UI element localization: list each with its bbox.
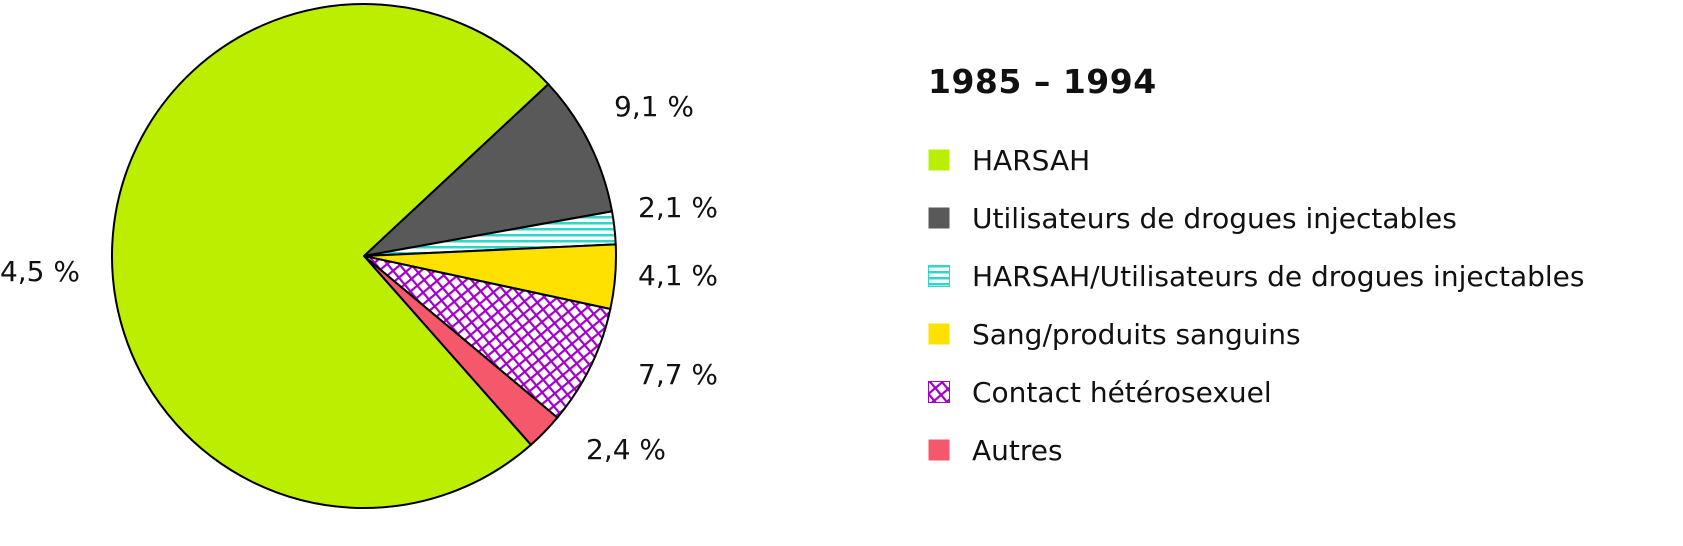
legend-item: Contact hétérosexuel [928,363,1584,421]
legend-label: HARSAH/Utilisateurs de drogues injectabl… [972,259,1585,293]
pie-slice-utilisateurs-de-drogues-injectables [363,83,614,257]
legend-item: HARSAH [928,131,1584,189]
legend: 1985 – 1994 HARSAH Utilisateurs de drogue… [928,62,1584,479]
legend-item: HARSAH/Utilisateurs de drogues injectabl… [928,247,1584,305]
legend-item: Sang/produits sanguins [928,305,1584,363]
slice-label: 4,1 % [638,259,718,292]
legend-label: Contact hétérosexuel [972,375,1272,409]
legend-label: Sang/produits sanguins [972,317,1301,351]
slice-label: 2,1 % [638,191,718,224]
legend-swatch [928,439,950,461]
legend-item: Autres [928,421,1584,479]
legend-label: Utilisateurs de drogues injectables [972,201,1457,235]
legend-label: HARSAH [972,143,1091,177]
pie-slice-harsah [111,3,550,510]
slice-label: 9,1 % [614,90,694,123]
legend-item: Utilisateurs de drogues injectables [928,189,1584,247]
legend-swatch [928,265,950,287]
legend-swatch [928,207,950,229]
pie-chart: 74,5 % 9,1 % 2,1 % 4,1 % 7,7 % 2,4 % [0,3,718,510]
slice-label: 74,5 % [0,255,80,288]
legend-swatch [928,149,950,171]
slice-label: 2,4 % [586,433,666,466]
legend-label: Autres [972,433,1063,467]
pie-slice-contact-h-t-rosexuel [363,255,612,419]
slice-label: 7,7 % [638,358,718,391]
legend-swatch [928,323,950,345]
chart-title: 1985 – 1994 [928,62,1157,101]
legend-swatch [928,381,950,403]
